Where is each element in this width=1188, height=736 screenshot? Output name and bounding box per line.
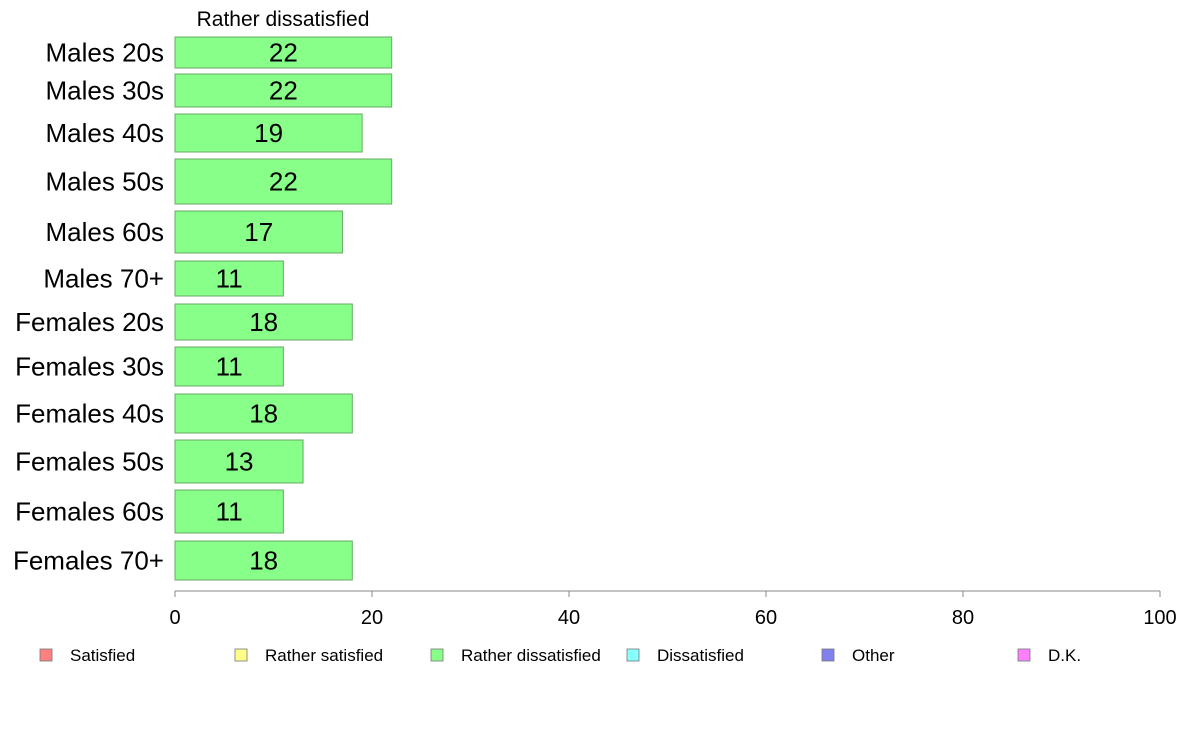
- legend-swatch: [626, 648, 640, 662]
- category-label: Females 40s: [15, 399, 164, 429]
- bar-value-label: 18: [249, 546, 278, 576]
- bar-value-label: 22: [269, 167, 298, 197]
- bar-value-label: 18: [249, 399, 278, 429]
- legend-label: D.K.: [1048, 646, 1081, 665]
- category-label: Males 20s: [46, 38, 165, 68]
- bar: [174, 36, 393, 69]
- legend-swatch: [821, 648, 835, 662]
- category-label: Males 50s: [46, 167, 165, 197]
- bar: [174, 439, 304, 484]
- legend-swatch: [430, 648, 444, 662]
- x-tick-label: 40: [558, 607, 580, 629]
- bar: [174, 260, 284, 297]
- bar-value-label: 19: [254, 118, 283, 148]
- legend: Satisfied Rather satisfied Rather dissatis…: [39, 646, 1081, 665]
- bar: [174, 158, 393, 205]
- legend-label: Rather satisfied: [265, 646, 383, 665]
- x-tick-label: 100: [1143, 607, 1176, 629]
- category-label: Males 60s: [46, 217, 165, 247]
- x-tick-label: 60: [755, 607, 777, 629]
- category-label: Males 40s: [46, 118, 165, 148]
- legend-swatch: [1017, 648, 1031, 662]
- legend-swatch: [39, 648, 53, 662]
- legend-label: Dissatisfied: [657, 646, 744, 665]
- bar: [174, 540, 353, 581]
- x-axis: 0 20 40 60 80 100: [169, 590, 1177, 629]
- category-label: Females 30s: [15, 352, 164, 382]
- x-tick-label: 20: [361, 607, 383, 629]
- legend-label: Other: [852, 646, 895, 665]
- category-label: Males 70+: [43, 264, 164, 294]
- bar-value-label: 11: [216, 497, 243, 527]
- category-label: Females 70+: [13, 546, 164, 576]
- x-tick-label: 80: [952, 607, 974, 629]
- bar-value-label: 22: [269, 38, 298, 68]
- bar: [174, 303, 353, 341]
- bar: [174, 489, 284, 534]
- bar: [174, 113, 363, 153]
- bar-value-label: 22: [269, 76, 298, 106]
- category-label: Females 60s: [15, 497, 164, 527]
- x-tick-label: 0: [169, 607, 180, 629]
- category-label: Females 50s: [15, 447, 164, 477]
- legend-swatch: [234, 648, 248, 662]
- category-label: Females 20s: [15, 307, 164, 337]
- bar-value-label: 13: [225, 447, 254, 477]
- bar: [174, 210, 343, 254]
- bar-value-label: 17: [244, 217, 273, 247]
- bar: [174, 73, 393, 108]
- legend-label: Satisfied: [70, 646, 135, 665]
- bars-group: Males 20s 22 Males 30s 22 Males 40s 19 Males 5…: [13, 36, 393, 581]
- bar-value-label: 18: [249, 307, 278, 337]
- bar-value-label: 11: [216, 264, 243, 294]
- bar: [174, 393, 353, 434]
- bar-value-label: 11: [216, 352, 243, 382]
- chart-title: Rather dissatisfied: [197, 8, 370, 31]
- bar: [174, 346, 284, 387]
- legend-label: Rather dissatisfied: [461, 646, 601, 665]
- category-label: Males 30s: [46, 76, 165, 106]
